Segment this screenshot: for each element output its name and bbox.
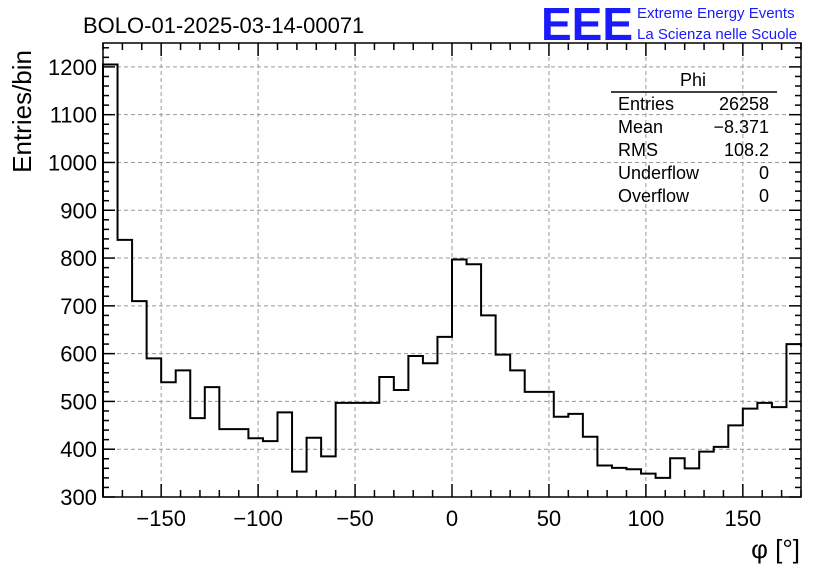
logo-line-2: La Scienza nelle Scuole <box>637 26 797 43</box>
chart-title: BOLO-01-2025-03-14-00071 <box>83 13 364 38</box>
stats-title: Phi <box>680 70 706 90</box>
stats-row-label: RMS <box>618 140 658 160</box>
y-tick-label: 1000 <box>48 150 97 175</box>
stats-row-label: Mean <box>618 117 663 137</box>
y-tick-labels: 300 400 500 600 700 800 900 1000 1100 1200 <box>48 55 97 510</box>
stats-row-value: 0 <box>759 163 769 183</box>
stats-row-label: Overflow <box>618 186 690 206</box>
stats-row-value: −8.371 <box>713 117 769 137</box>
y-axis-title: Entries/bin <box>7 50 37 173</box>
x-tick-label: −50 <box>336 506 373 531</box>
histogram-series-line <box>102 63 802 497</box>
y-tick-label: 800 <box>60 246 97 271</box>
x-tick-label: 0 <box>446 506 458 531</box>
stats-row-value: 108.2 <box>724 140 769 160</box>
y-tick-label: 900 <box>60 198 97 223</box>
stats-row-value: 26258 <box>719 94 769 114</box>
stats-row-value: 0 <box>759 186 769 206</box>
stats-box: Phi Entries 26258 Mean −8.371 RMS 108.2 Underf… <box>611 70 777 206</box>
axis-ticks <box>102 43 802 498</box>
y-tick-label: 400 <box>60 437 97 462</box>
x-tick-label: −150 <box>136 506 186 531</box>
y-tick-label: 300 <box>60 485 97 510</box>
x-tick-label: 100 <box>628 506 665 531</box>
stats-rows: Entries 26258 Mean −8.371 RMS 108.2 Underflow 0… <box>618 94 769 206</box>
y-tick-label: 1200 <box>48 55 97 80</box>
x-tick-labels: −150 −100 −50 0 50 100 150 <box>136 506 761 531</box>
eee-logo: EEE Extreme Energy Events La Scienza nel… <box>541 0 797 50</box>
logo-line-1: Extreme Energy Events <box>637 5 795 22</box>
stats-row-label: Underflow <box>618 163 700 183</box>
y-tick-label: 1100 <box>50 103 97 128</box>
stats-row-label: Entries <box>618 94 674 114</box>
x-tick-label: 150 <box>724 506 761 531</box>
x-tick-label: −100 <box>233 506 283 531</box>
x-tick-label: 50 <box>537 506 561 531</box>
y-tick-label: 600 <box>60 342 97 367</box>
y-tick-label: 500 <box>60 389 97 414</box>
logo-letters: EEE <box>541 0 633 50</box>
x-axis-title: φ [°] <box>751 534 800 564</box>
y-tick-label: 700 <box>60 294 97 319</box>
